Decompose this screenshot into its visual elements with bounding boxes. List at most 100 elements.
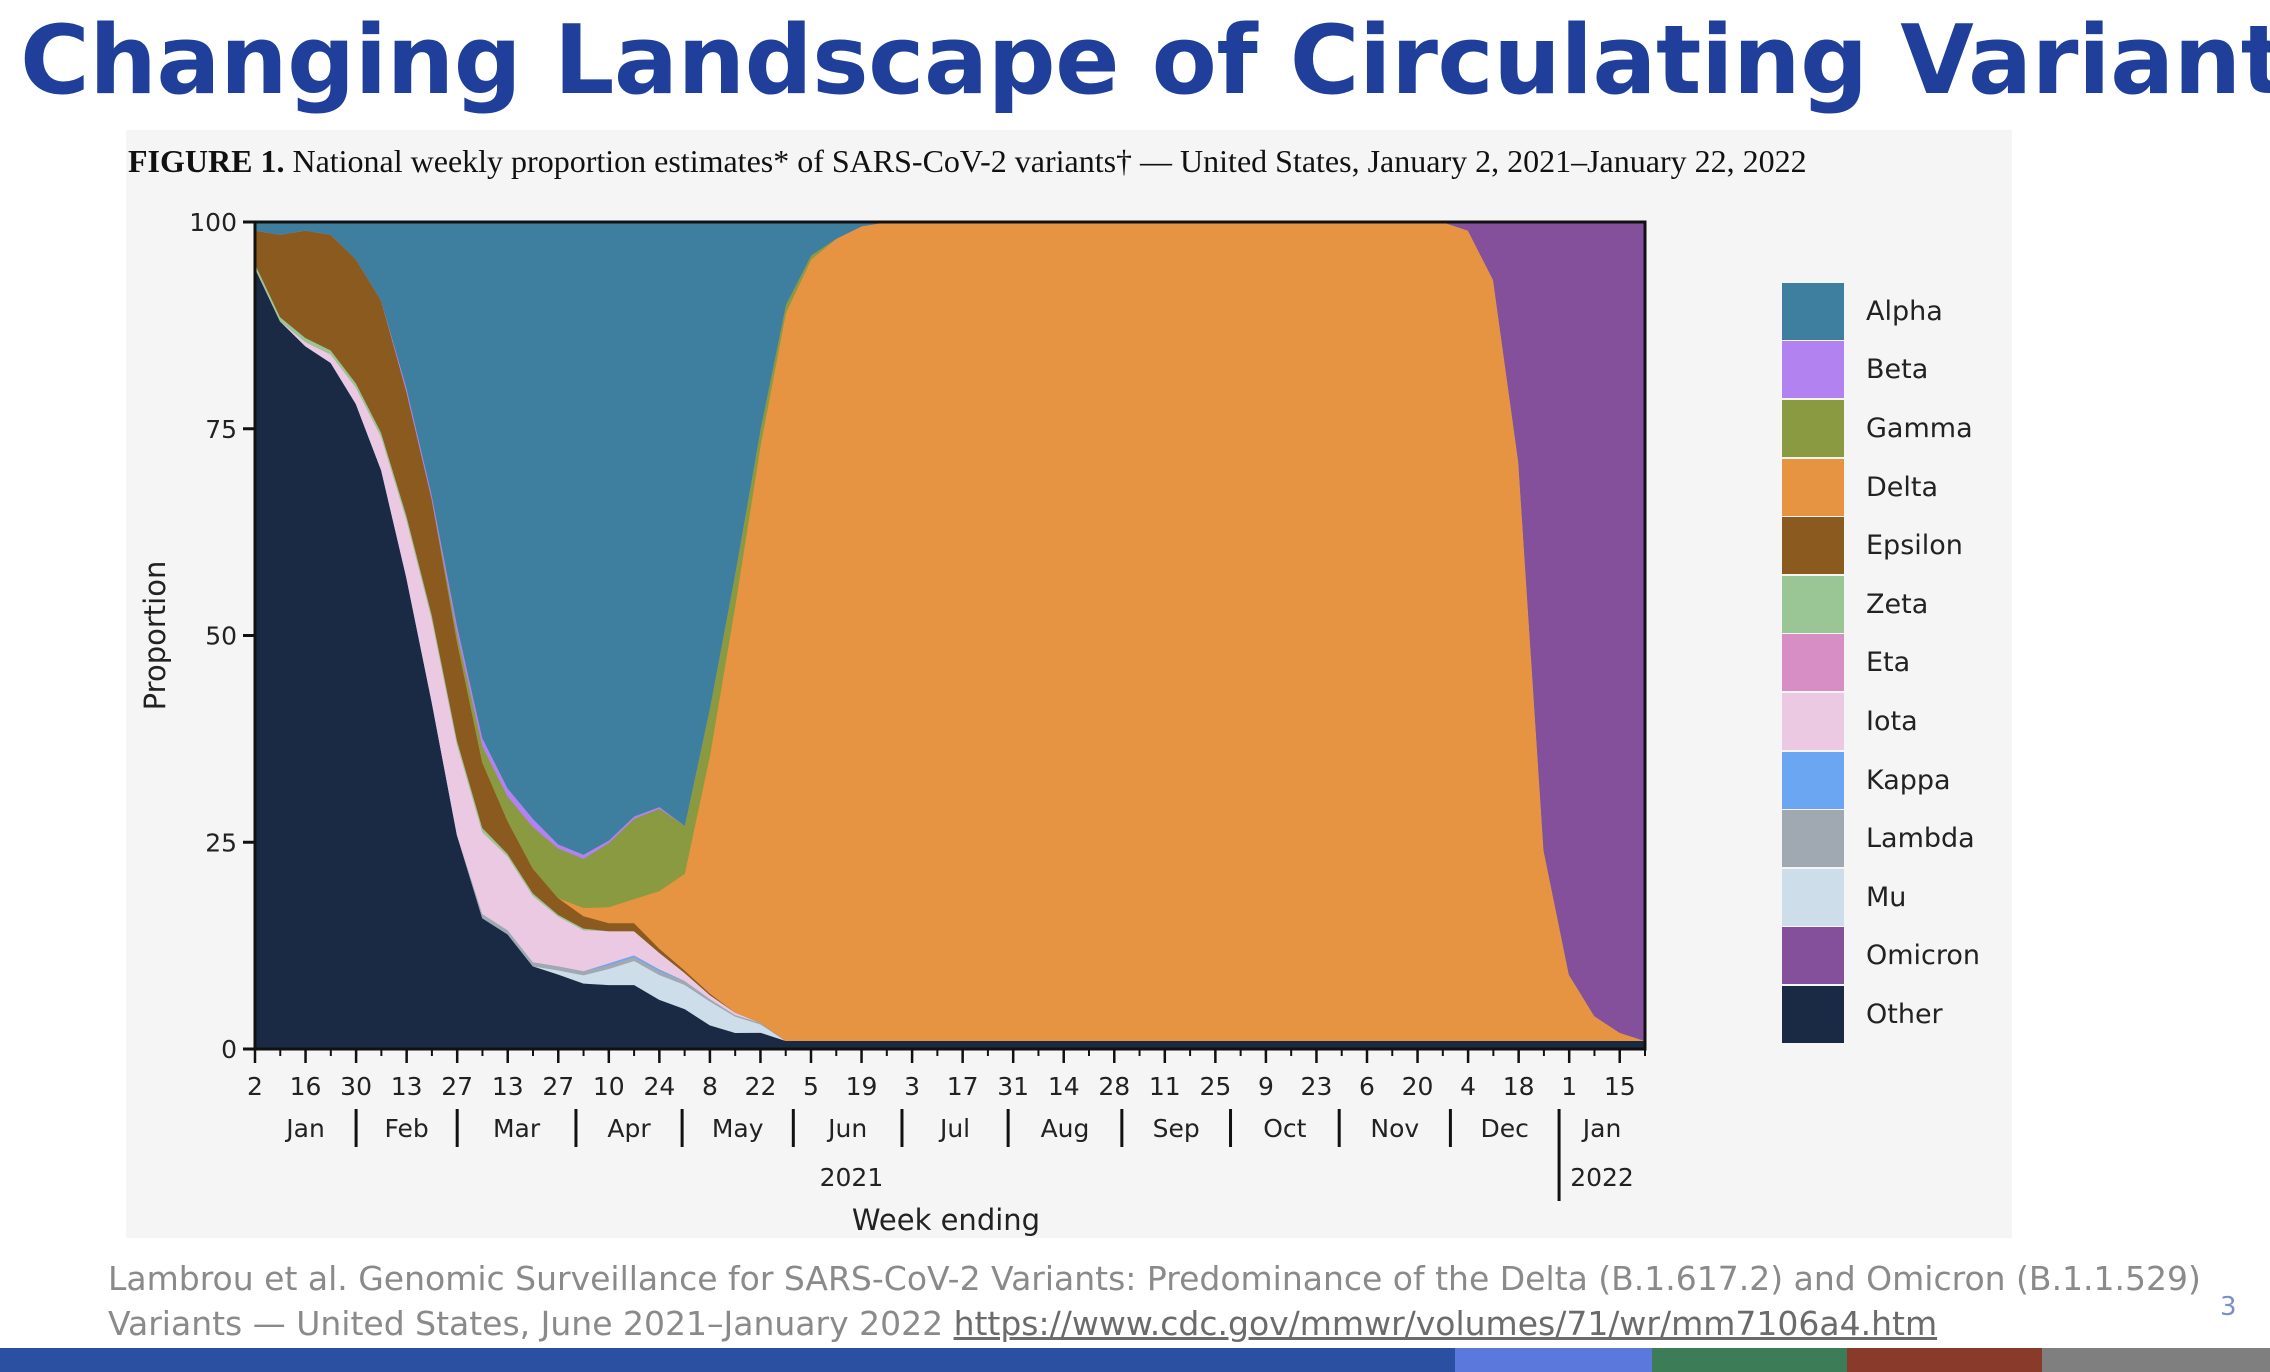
month-label: Feb: [385, 1114, 429, 1143]
month-label: Jan: [1581, 1114, 1622, 1143]
legend-item-beta: Beta: [1782, 341, 1982, 400]
y-tick-label-50: 50: [205, 622, 237, 651]
legend-label: Iota: [1866, 705, 1918, 737]
legend-item-zeta: Zeta: [1782, 575, 1982, 634]
footer-segment: [2042, 1348, 2270, 1372]
legend-label: Eta: [1866, 647, 1911, 679]
x-tick-label: 10: [593, 1072, 625, 1101]
footer-segment: [1847, 1348, 2042, 1372]
x-tick-label: 25: [1199, 1072, 1231, 1101]
legend-swatch: [1782, 634, 1844, 692]
month-label: Oct: [1263, 1114, 1306, 1143]
x-tick-label: 5: [803, 1072, 819, 1101]
legend-swatch: [1782, 751, 1844, 809]
x-tick-label: 8: [702, 1072, 718, 1101]
footer-color-bar: [0, 1348, 2270, 1372]
x-tick-label: 1: [1561, 1072, 1577, 1101]
year-label: 2022: [1570, 1163, 1634, 1192]
legend-item-lambda: Lambda: [1782, 809, 1982, 868]
month-label: Sep: [1153, 1114, 1200, 1143]
y-tick-label-100: 100: [189, 208, 237, 237]
citation-line-1: Lambrou et al. Genomic Surveillance for …: [108, 1259, 2201, 1298]
citation: Lambrou et al. Genomic Surveillance for …: [108, 1256, 2201, 1346]
x-tick-label: 23: [1301, 1072, 1333, 1101]
month-label: Aug: [1041, 1114, 1090, 1143]
legend-item-delta: Delta: [1782, 458, 1982, 517]
month-label: May: [712, 1114, 764, 1143]
legend-item-alpha: Alpha: [1782, 282, 1982, 341]
figure-label: FIGURE 1.: [128, 143, 285, 179]
x-axis-label: Week ending: [852, 1203, 1040, 1237]
figure-caption: National weekly proportion estimates* of…: [292, 143, 1807, 179]
legend-item-omicron: Omicron: [1782, 927, 1982, 986]
year-label: 2021: [820, 1163, 884, 1192]
chart-legend: Alpha Beta Gamma Delta Epsilon Zeta Eta Iota Kap…: [1782, 282, 1982, 1044]
legend-item-kappa: Kappa: [1782, 751, 1982, 810]
footer-segment: [1455, 1348, 1652, 1372]
x-tick-label: 2: [247, 1072, 263, 1101]
legend-label: Zeta: [1866, 588, 1929, 620]
legend-swatch: [1782, 341, 1844, 399]
legend-item-epsilon: Epsilon: [1782, 516, 1982, 575]
footer-segment: [0, 1348, 1455, 1372]
x-tick-label: 16: [290, 1072, 322, 1101]
x-tick-label: 13: [492, 1072, 524, 1101]
legend-item-mu: Mu: [1782, 868, 1982, 927]
page-number: 3: [2220, 1292, 2237, 1322]
x-tick-label: 3: [904, 1072, 920, 1101]
x-tick-label: 27: [542, 1072, 574, 1101]
month-label: Jul: [938, 1114, 970, 1143]
x-tick-label: 30: [340, 1072, 372, 1101]
legend-label: Other: [1866, 998, 1943, 1030]
legend-label: Gamma: [1866, 412, 1973, 444]
month-label: Apr: [607, 1114, 651, 1143]
x-tick-label: 6: [1359, 1072, 1375, 1101]
x-tick-label: 19: [846, 1072, 878, 1101]
x-tick-label: 14: [1048, 1072, 1080, 1101]
legend-swatch: [1782, 575, 1844, 633]
x-tick-label: 24: [643, 1072, 675, 1101]
x-tick-label: 20: [1402, 1072, 1434, 1101]
legend-swatch: [1782, 868, 1844, 926]
citation-line-2: Variants — United States, June 2021–Janu…: [108, 1301, 2201, 1346]
legend-label: Epsilon: [1866, 530, 1963, 562]
legend-label: Omicron: [1866, 940, 1981, 972]
month-label: Nov: [1370, 1114, 1419, 1143]
x-tick-label: 4: [1460, 1072, 1476, 1101]
footer-segment: [1652, 1348, 1847, 1372]
legend-label: Kappa: [1866, 764, 1951, 796]
x-tick-label: 28: [1098, 1072, 1130, 1101]
month-label: Dec: [1481, 1114, 1529, 1143]
legend-swatch: [1782, 458, 1844, 516]
citation-text: Variants — United States, June 2021–Janu…: [108, 1304, 954, 1343]
legend-item-gamma: Gamma: [1782, 399, 1982, 458]
x-tick-label: 27: [441, 1072, 473, 1101]
legend-label: Beta: [1866, 354, 1929, 386]
x-tick-label: 9: [1258, 1072, 1274, 1101]
figure-title: FIGURE 1. National weekly proportion est…: [128, 143, 1807, 180]
x-tick-label: 22: [745, 1072, 777, 1101]
y-axis-label: Proportion: [138, 561, 172, 711]
legend-item-other: Other: [1782, 985, 1982, 1044]
y-tick-label-0: 0: [221, 1035, 237, 1064]
legend-item-iota: Iota: [1782, 692, 1982, 751]
legend-label: Lambda: [1866, 823, 1975, 855]
legend-swatch: [1782, 517, 1844, 575]
legend-swatch: [1782, 692, 1844, 750]
legend-swatch: [1782, 282, 1844, 340]
x-tick-label: 13: [391, 1072, 423, 1101]
legend-label: Delta: [1866, 471, 1939, 503]
month-label: Mar: [493, 1114, 541, 1143]
x-tick-label: 15: [1604, 1072, 1636, 1101]
x-tick-label: 18: [1503, 1072, 1535, 1101]
month-label: Jan: [284, 1114, 325, 1143]
legend-swatch: [1782, 399, 1844, 457]
legend-swatch: [1782, 985, 1844, 1043]
legend-swatch: [1782, 927, 1844, 985]
y-tick-label-25: 25: [205, 828, 237, 857]
slide-title: Changing Landscape of Circulating Varian…: [20, 6, 2270, 116]
legend-label: Mu: [1866, 881, 1907, 913]
x-tick-label: 17: [947, 1072, 979, 1101]
citation-link[interactable]: https://www.cdc.gov/mmwr/volumes/71/wr/m…: [953, 1304, 1938, 1343]
